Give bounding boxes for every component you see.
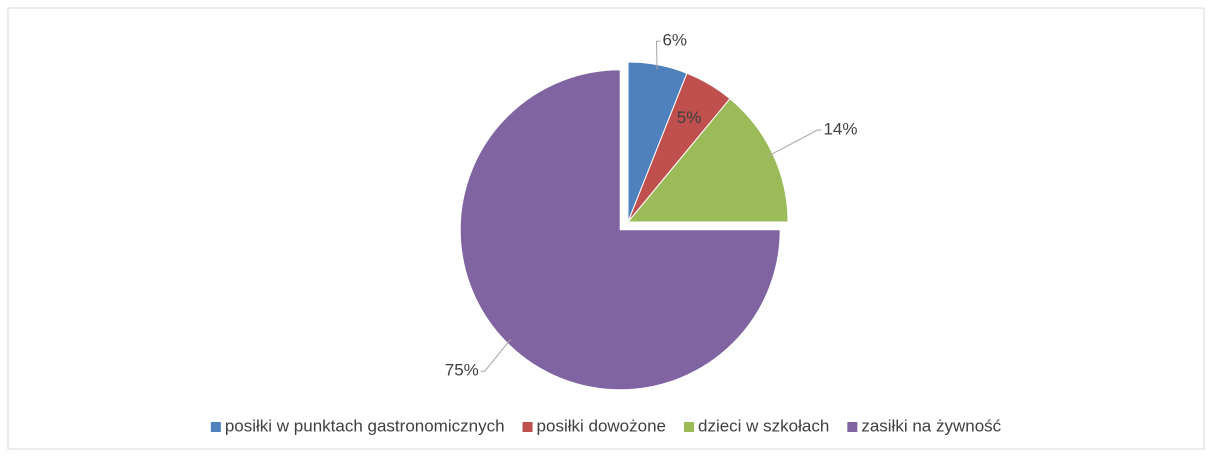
data-label: 6% [662,31,687,50]
legend-swatch [210,422,221,432]
legend-label: posiłki dowożone [537,416,666,435]
data-label: 14% [823,120,857,139]
legend-swatch [684,422,694,432]
legend-swatch [847,422,858,432]
legend-label: posiłki w punktach gastronomicznych [225,416,505,435]
data-label: 75% [445,361,479,380]
legend-swatch [522,422,533,432]
legend-label: zasiłki na żywność [861,416,1001,435]
legend: posiłki w punktach gastronomicznych posił… [210,416,1002,435]
pie [459,61,789,391]
data-labels: 6% 5% 14% 75% [445,31,858,380]
legend-label: dzieci w szkołach [698,416,829,435]
leader-line [480,339,511,372]
leader-line [768,129,822,157]
leader-line [655,40,661,70]
data-label: 5% [677,108,702,127]
